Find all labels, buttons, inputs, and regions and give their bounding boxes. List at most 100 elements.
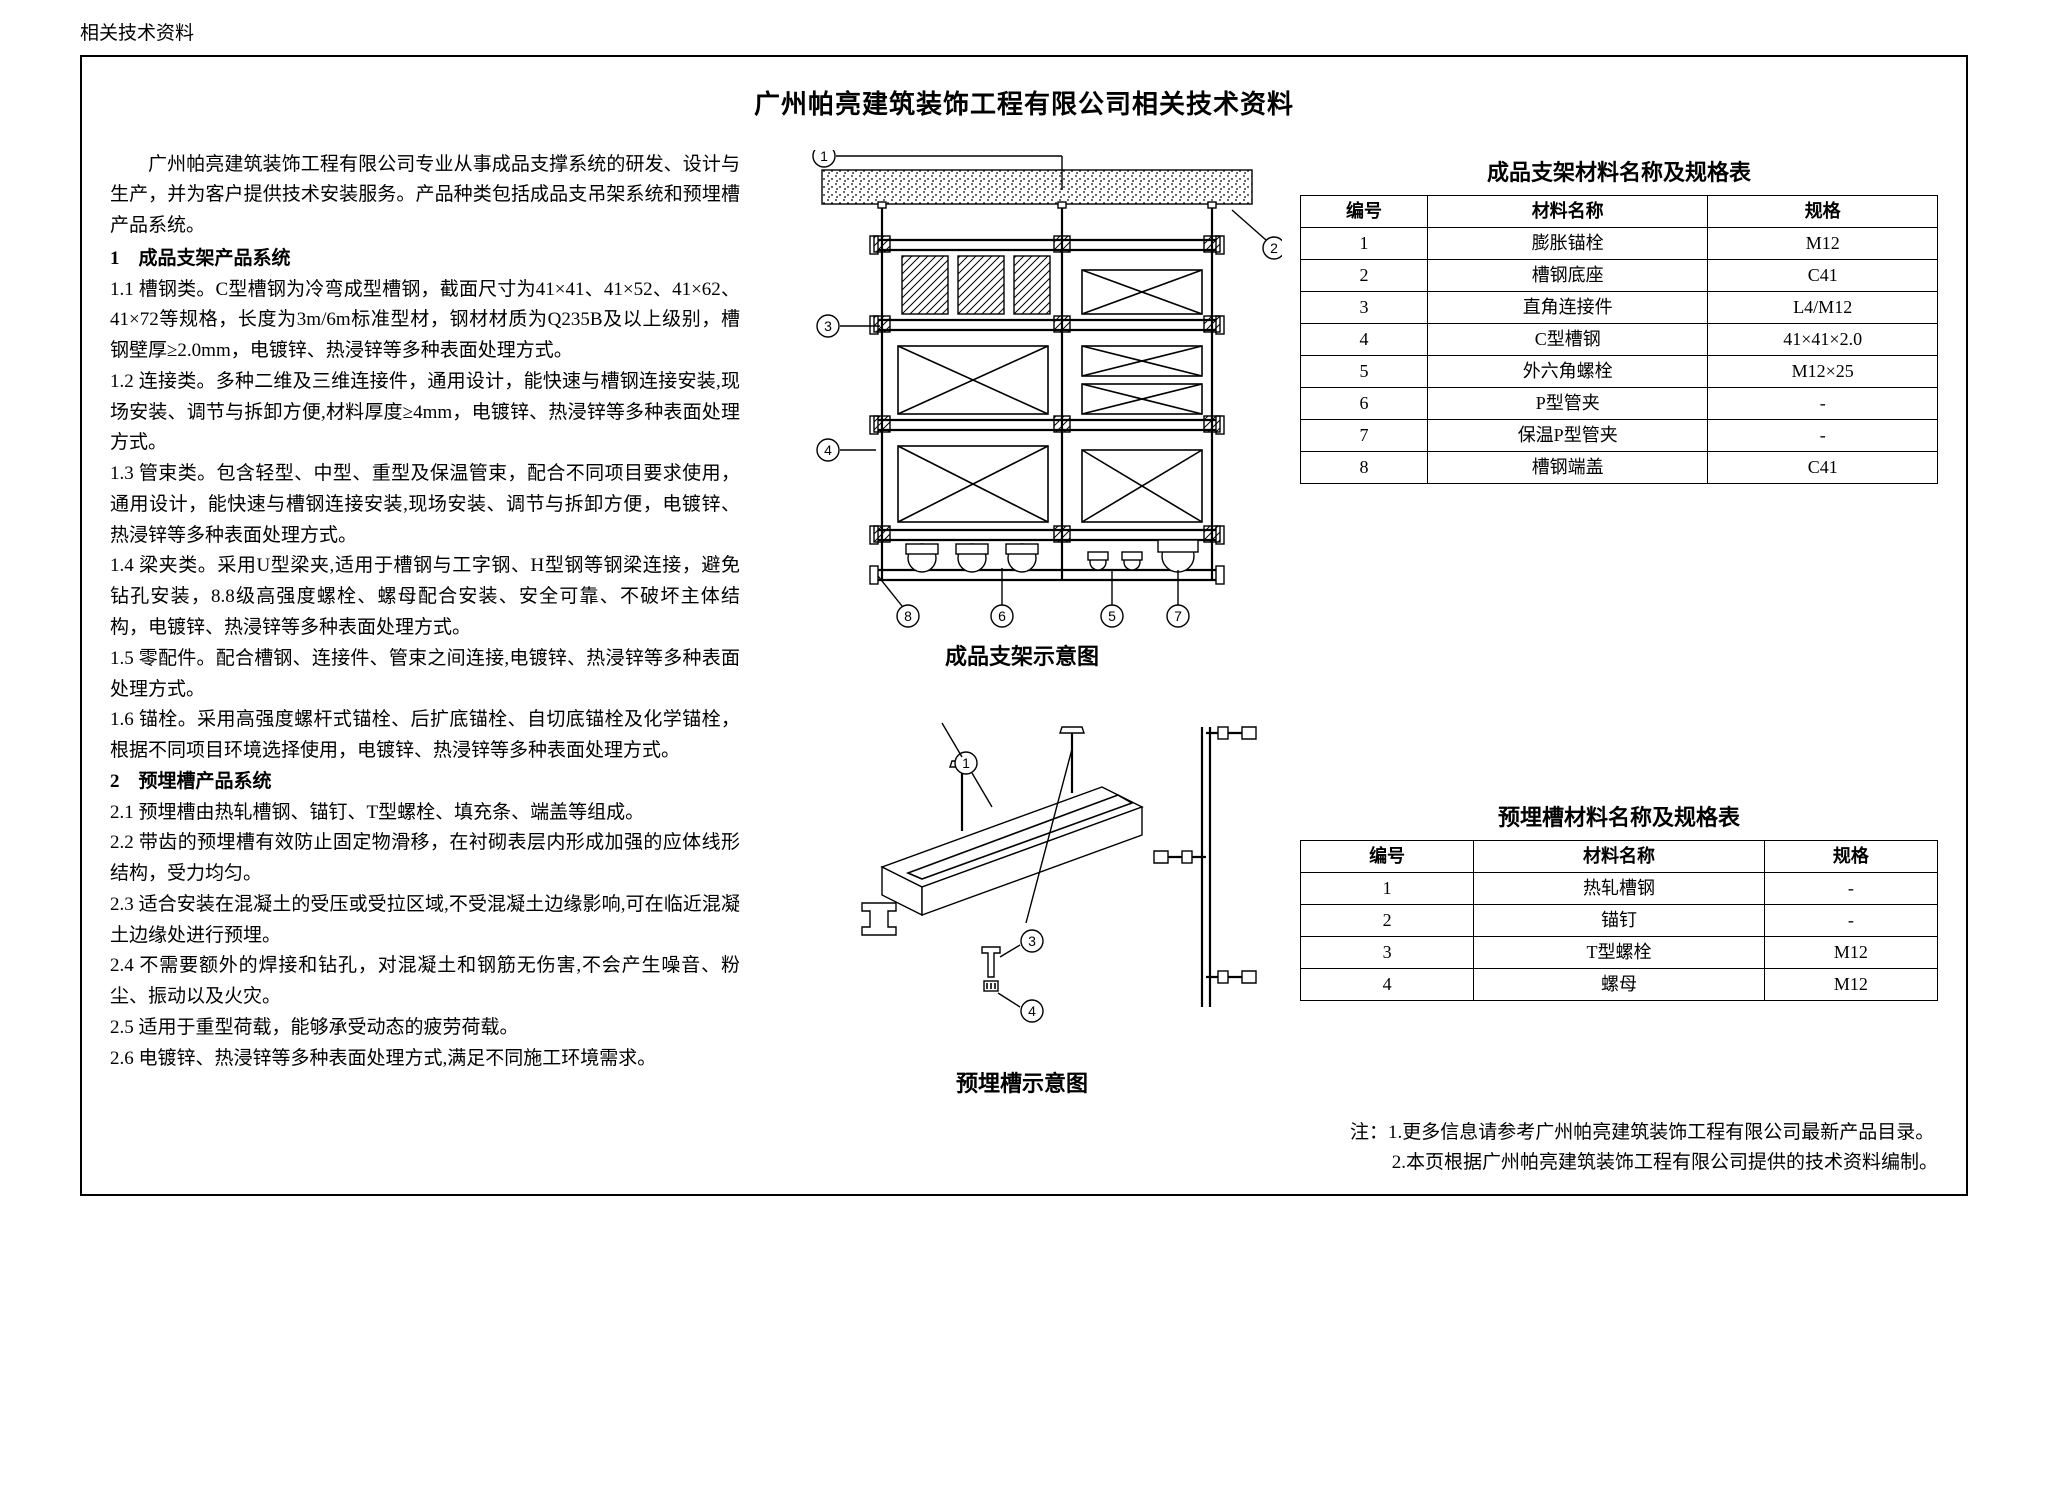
svg-text:6: 6 <box>998 608 1006 624</box>
footnote-2: 2.本页根据广州帕亮建筑装饰工程有限公司提供的技术资料编制。 <box>1392 1152 1938 1173</box>
svg-text:8: 8 <box>904 608 912 624</box>
para-1-4: 1.4 梁夹类。采用U型梁夹,适用于槽钢与工字钢、H型钢等钢梁连接，避免钻孔安装… <box>110 551 740 643</box>
figures-column: 1 2 3 4 5 6 7 <box>762 150 1938 1179</box>
footnote-1: 1.更多信息请参考广州帕亮建筑装饰工程有限公司最新产品目录。 <box>1388 1122 1934 1143</box>
table-1-cell: - <box>1708 387 1938 419</box>
svg-text:7: 7 <box>1174 608 1182 624</box>
para-2-2: 2.2 带齿的预埋槽有效防止固定物滑移，在衬砌表层内形成加强的应体线形结构，受力… <box>110 828 740 890</box>
table-row: 8槽钢端盖C41 <box>1301 451 1938 483</box>
svg-text:1: 1 <box>962 755 970 771</box>
support-bracket-diagram-svg: 1 2 3 4 5 6 7 <box>762 150 1282 630</box>
para-2-3: 2.3 适合安装在混凝土的受压或受拉区域,不受混凝土边缘影响,可在临近混凝土边缘… <box>110 890 740 952</box>
table-1-cell: C41 <box>1708 259 1938 291</box>
table-1: 编号 材料名称 规格 1膨胀锚栓M122槽钢底座C413直角连接件L4/M124… <box>1300 195 1938 484</box>
table-row: 1热轧槽钢- <box>1301 873 1938 905</box>
svg-text:5: 5 <box>1108 608 1116 624</box>
table-2-cell: 1 <box>1301 873 1474 905</box>
table-2-col-2: 规格 <box>1764 841 1937 873</box>
para-2-1: 2.1 预埋槽由热轧槽钢、锚钉、T型螺栓、填充条、端盖等组成。 <box>110 798 740 829</box>
para-1-3: 1.3 管束类。包含轻型、中型、重型及保温管束，配合不同项目要求使用，通用设计，… <box>110 459 740 551</box>
table-1-cell: L4/M12 <box>1708 291 1938 323</box>
table-2-cell: 3 <box>1301 937 1474 969</box>
table-2-cell: 螺母 <box>1474 969 1765 1001</box>
svg-text:3: 3 <box>824 318 832 334</box>
section-1-heading: 1 成品支架产品系统 <box>110 244 740 275</box>
table-1-col-0: 编号 <box>1301 195 1428 227</box>
para-2-6: 2.6 电镀锌、热浸锌等多种表面处理方式,满足不同施工环境需求。 <box>110 1044 740 1075</box>
table-1-cell: 41×41×2.0 <box>1708 323 1938 355</box>
svg-text:4: 4 <box>1028 1003 1036 1019</box>
footnotes: 注：1.更多信息请参考广州帕亮建筑装饰工程有限公司最新产品目录。 2.本页根据广… <box>762 1118 1938 1179</box>
table-2-cell: 热轧槽钢 <box>1474 873 1765 905</box>
table-2-cell: 4 <box>1301 969 1474 1001</box>
table-row: 5外六角螺栓M12×25 <box>1301 355 1938 387</box>
section-2-heading: 2 预埋槽产品系统 <box>110 767 740 798</box>
table-row: 6P型管夹- <box>1301 387 1938 419</box>
table-1-cell: 3 <box>1301 291 1428 323</box>
document-frame: 广州帕亮建筑装饰工程有限公司相关技术资料 广州帕亮建筑装饰工程有限公司专业从事成… <box>80 55 1968 1197</box>
table-1-cell: C41 <box>1708 451 1938 483</box>
footnote-prefix: 注： <box>1350 1122 1388 1143</box>
table-2-block: 预埋槽材料名称及规格表 编号 材料名称 规格 1热轧槽钢-2锚钉-3T型螺栓M1… <box>1300 795 1938 1001</box>
table-1-cell: P型管夹 <box>1428 387 1708 419</box>
table-1-cell: C型槽钢 <box>1428 323 1708 355</box>
table-2-col-0: 编号 <box>1301 841 1474 873</box>
table-row: 7保温P型管夹- <box>1301 419 1938 451</box>
table-2-cell: - <box>1764 905 1937 937</box>
para-1-5: 1.5 零配件。配合槽钢、连接件、管束之间连接,电镀锌、热浸锌等多种表面处理方式… <box>110 644 740 706</box>
table-row: 1膨胀锚栓M12 <box>1301 227 1938 259</box>
table-1-col-1: 材料名称 <box>1428 195 1708 227</box>
table-1-cell: M12 <box>1708 227 1938 259</box>
embedded-channel-diagram-svg: 1 <box>762 697 1282 1057</box>
table-2-col-1: 材料名称 <box>1474 841 1765 873</box>
main-title: 广州帕亮建筑装饰工程有限公司相关技术资料 <box>110 85 1938 124</box>
table-1-col-2: 规格 <box>1708 195 1938 227</box>
table-1-cell: 2 <box>1301 259 1428 291</box>
para-2-5: 2.5 适用于重型荷载，能够承受动态的疲劳荷载。 <box>110 1013 740 1044</box>
table-row: 4螺母M12 <box>1301 969 1938 1001</box>
table-1-cell: 槽钢底座 <box>1428 259 1708 291</box>
page-header: 相关技术资料 <box>80 20 1968 49</box>
table-1-block: 成品支架材料名称及规格表 编号 材料名称 规格 1膨胀锚栓M122槽钢底座C41… <box>1300 150 1938 484</box>
table-row: 4C型槽钢41×41×2.0 <box>1301 323 1938 355</box>
para-1-1: 1.1 槽钢类。C型槽钢为冷弯成型槽钢，截面尺寸为41×41、41×52、41×… <box>110 275 740 367</box>
svg-text:3: 3 <box>1028 933 1036 949</box>
table-2-cell: M12 <box>1764 969 1937 1001</box>
table-2: 编号 材料名称 规格 1热轧槽钢-2锚钉-3T型螺栓M124螺母M12 <box>1300 840 1938 1001</box>
table-1-cell: 6 <box>1301 387 1428 419</box>
table-row: 2槽钢底座C41 <box>1301 259 1938 291</box>
table-2-cell: 锚钉 <box>1474 905 1765 937</box>
table-1-cell: 7 <box>1301 419 1428 451</box>
table-row: 3T型螺栓M12 <box>1301 937 1938 969</box>
table-1-title: 成品支架材料名称及规格表 <box>1300 156 1938 189</box>
svg-text:2: 2 <box>1270 240 1278 256</box>
para-2-4: 2.4 不需要额外的焊接和钻孔，对混凝土和钢筋无伤害,不会产生噪音、粉尘、振动以… <box>110 951 740 1013</box>
figure-1-caption: 成品支架示意图 <box>762 640 1282 673</box>
table-1-cell: 5 <box>1301 355 1428 387</box>
table-row: 3直角连接件L4/M12 <box>1301 291 1938 323</box>
body-text: 广州帕亮建筑装饰工程有限公司专业从事成品支撑系统的研发、设计与生产，并为客户提供… <box>110 150 740 1179</box>
svg-text:4: 4 <box>824 442 832 458</box>
table-2-cell: 2 <box>1301 905 1474 937</box>
table-1-cell: 膨胀锚栓 <box>1428 227 1708 259</box>
table-1-cell: - <box>1708 419 1938 451</box>
table-1-cell: 1 <box>1301 227 1428 259</box>
table-2-title: 预埋槽材料名称及规格表 <box>1300 801 1938 834</box>
figure-2-caption: 预埋槽示意图 <box>762 1067 1282 1100</box>
para-1-2: 1.2 连接类。多种二维及三维连接件，通用设计，能快速与槽钢连接安装,现场安装、… <box>110 367 740 459</box>
table-1-cell: 4 <box>1301 323 1428 355</box>
para-1-6: 1.6 锚栓。采用高强度螺杆式锚栓、后扩底锚栓、自切底锚栓及化学锚栓，根据不同项… <box>110 705 740 767</box>
table-1-cell: 保温P型管夹 <box>1428 419 1708 451</box>
table-2-cell: T型螺栓 <box>1474 937 1765 969</box>
svg-text:1: 1 <box>820 150 828 164</box>
table-1-cell: 8 <box>1301 451 1428 483</box>
table-2-cell: M12 <box>1764 937 1937 969</box>
table-2-cell: - <box>1764 873 1937 905</box>
table-1-cell: 外六角螺栓 <box>1428 355 1708 387</box>
intro-paragraph: 广州帕亮建筑装饰工程有限公司专业从事成品支撑系统的研发、设计与生产，并为客户提供… <box>110 150 740 242</box>
figure-1: 1 2 3 4 5 6 7 <box>762 150 1282 673</box>
table-1-cell: M12×25 <box>1708 355 1938 387</box>
figure-2: 1 <box>762 697 1282 1100</box>
table-1-cell: 直角连接件 <box>1428 291 1708 323</box>
table-row: 2锚钉- <box>1301 905 1938 937</box>
